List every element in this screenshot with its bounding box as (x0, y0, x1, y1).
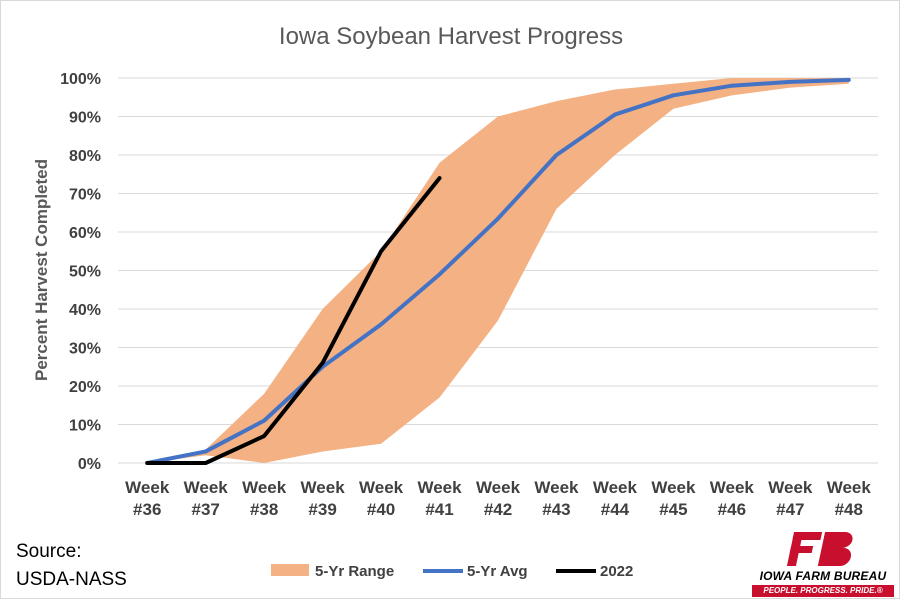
x-tick-label: Week #37 (184, 478, 229, 519)
x-tick-label: Week #42 (476, 478, 521, 519)
series-line-1 (145, 176, 442, 465)
series-line-0 (145, 77, 851, 465)
x-tick-label: Week #38 (242, 478, 287, 519)
logo-tagline: PEOPLE. PROGRESS. PRIDE.® (752, 585, 894, 597)
x-tick-label: Week #47 (768, 478, 813, 519)
plot-area (145, 77, 851, 465)
y-tick-label: 10% (69, 418, 101, 435)
y-tick-label: 100% (60, 71, 101, 88)
legend-label-0: 5-Yr Avg (467, 563, 528, 580)
y-tick-label: 0% (78, 456, 101, 473)
x-tick-label: Week #39 (301, 478, 346, 519)
legend-label-range: 5-Yr Range (315, 563, 394, 580)
x-tick-label: Week #46 (710, 478, 755, 519)
y-tick-label: 90% (69, 110, 101, 127)
legend-swatch-range (271, 564, 309, 576)
y-tick-label: 50% (69, 264, 101, 281)
y-tick-label: 80% (69, 148, 101, 165)
x-tick-label: Week #44 (593, 478, 638, 519)
y-tick-labels: 0% 10% 20% 30% 40% 50% 60% 70% 80% 90% 100% (60, 71, 101, 473)
chart-title: Iowa Soybean Harvest Progress (279, 23, 623, 50)
legend: 5-Yr Range 5-Yr Avg 2022 (271, 563, 633, 580)
legend-label-1: 2022 (600, 563, 633, 580)
x-tick-labels: Week #36 Week #37 Week #38 Week #39 Week #40 Week #… (125, 478, 871, 519)
x-tick-label: Week #43 (534, 478, 579, 519)
y-axis-label: Percent Harvest Completed (32, 159, 51, 381)
y-tick-label: 40% (69, 302, 101, 319)
y-tick-label: 70% (69, 187, 101, 204)
x-tick-label: Week #48 (827, 478, 872, 519)
y-tick-label: 30% (69, 341, 101, 358)
x-tick-label: Week #36 (125, 478, 170, 519)
x-tick-label: Week #41 (417, 478, 462, 519)
x-tick-label: Week #45 (651, 478, 696, 519)
y-tick-label: 60% (69, 225, 101, 242)
iowa-farm-bureau-logo: IOWA FARM BUREAU PEOPLE. PROGRESS. PRIDE… (748, 528, 898, 598)
fb-logo-icon (786, 532, 853, 566)
x-tick-label: Week #40 (359, 478, 404, 519)
source-name: USDA-NASS (16, 569, 127, 590)
source-note: Source: USDA-NASS (16, 538, 127, 594)
source-label: Source: (16, 541, 82, 562)
logo-brand-text: IOWA FARM BUREAU (759, 569, 887, 583)
y-tick-label: 20% (69, 379, 101, 396)
